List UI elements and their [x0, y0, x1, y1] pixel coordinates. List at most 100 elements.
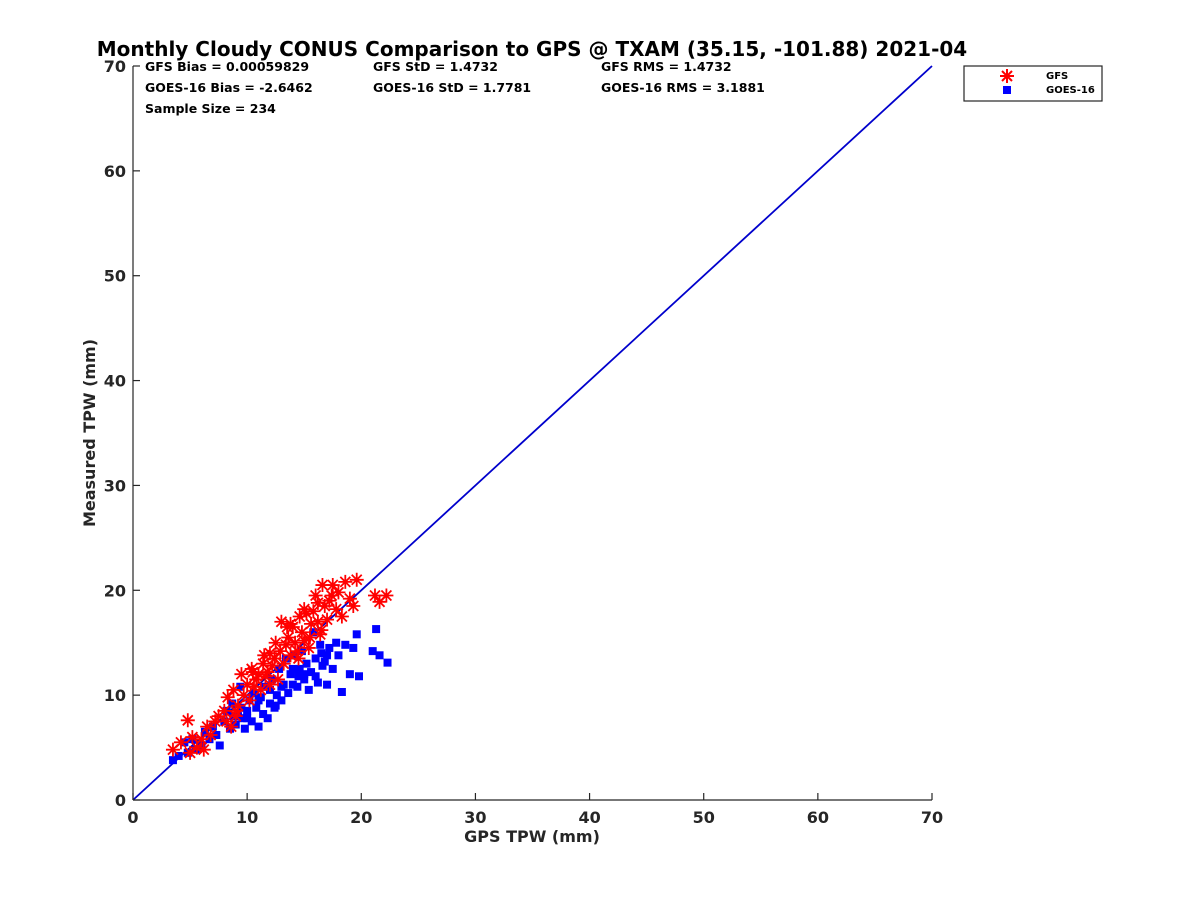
y-tick-label: 60 — [104, 162, 126, 181]
goes16-point — [200, 727, 209, 736]
gfs-point — [292, 609, 307, 624]
goes16-point — [337, 687, 346, 696]
sample-size-text: Sample Size = 234 — [145, 101, 276, 116]
chart-title: Monthly Cloudy CONUS Comparison to GPS @… — [97, 37, 967, 61]
goes16-point — [300, 675, 309, 684]
gfs-point — [183, 745, 198, 760]
goes16-point — [277, 696, 286, 705]
gfs-point — [322, 593, 337, 608]
gfs-point — [236, 688, 251, 703]
goes16-point — [288, 664, 297, 673]
goes16-point — [323, 680, 332, 689]
x-tick-label: 10 — [236, 808, 258, 827]
gfs-point — [313, 627, 328, 642]
gfs-point — [346, 599, 361, 614]
goes16-point — [252, 703, 261, 712]
goes-bias-text: GOES-16 Bias = -2.6462 — [145, 80, 313, 95]
goes16-point — [325, 643, 334, 652]
gfs-point — [260, 665, 275, 680]
gfs-point — [220, 690, 235, 705]
goes16-point — [286, 670, 295, 679]
y-axis-label: Measured TPW (mm) — [80, 339, 99, 527]
goes-rms-text: GOES-16 RMS = 3.1881 — [601, 80, 765, 95]
x-axis-label: GPS TPW (mm) — [464, 827, 600, 846]
gfs-point — [299, 606, 314, 621]
y-tick-label: 40 — [104, 372, 126, 391]
gfs-point — [203, 727, 218, 742]
goes16-point — [349, 643, 358, 652]
gfs-point — [281, 630, 296, 645]
goes16-point — [355, 672, 364, 681]
goes16-point — [205, 735, 214, 744]
x-tick-label: 20 — [350, 808, 372, 827]
goes16-point — [352, 630, 361, 639]
goes16-point — [317, 649, 326, 658]
gfs-point — [208, 714, 223, 729]
goes16-point — [243, 714, 252, 723]
gfs-point — [372, 594, 387, 609]
goes16-point — [288, 680, 297, 689]
gfs-point — [251, 667, 266, 682]
gfs-point — [297, 633, 312, 648]
goes-std-text: GOES-16 StD = 1.7781 — [373, 80, 531, 95]
gfs-point — [242, 693, 257, 708]
gfs-point — [331, 585, 346, 600]
gfs-point — [329, 602, 344, 617]
gfs-point — [244, 661, 259, 676]
gfs-point — [334, 609, 349, 624]
goes16-point — [236, 682, 245, 691]
legend-goes16-marker — [1003, 86, 1011, 94]
gfs-point — [297, 602, 312, 617]
gfs-point — [267, 651, 282, 666]
gfs-std-text: GFS StD = 1.4732 — [373, 59, 498, 74]
goes16-point — [341, 640, 350, 649]
gfs-point — [200, 719, 215, 734]
gfs-point — [349, 572, 364, 587]
goes16-point — [294, 672, 303, 681]
gfs-point — [249, 672, 264, 687]
gfs-point — [245, 665, 260, 680]
gfs-point — [257, 648, 272, 663]
x-tick-label: 60 — [807, 808, 829, 827]
goes16-point — [304, 685, 313, 694]
gfs-point — [274, 614, 289, 629]
gfs-point — [217, 703, 232, 718]
y-tick-label: 0 — [115, 791, 126, 810]
gfs-point — [367, 588, 382, 603]
y-tick-label: 30 — [104, 476, 126, 495]
goes16-point — [271, 701, 280, 710]
gfs-point — [165, 742, 180, 757]
goes16-point — [300, 670, 309, 679]
y-tick-label: 10 — [104, 686, 126, 705]
goes16-point — [168, 756, 177, 765]
gfs-bias-text: GFS Bias = 0.00059829 — [145, 59, 309, 74]
goes16-point — [311, 672, 320, 681]
x-tick-label: 30 — [464, 808, 486, 827]
gfs-point — [320, 612, 335, 627]
legend: GFS GOES-16 — [963, 65, 1103, 102]
goes16-point — [307, 668, 316, 677]
legend-goes16-label: GOES-16 — [1046, 85, 1095, 96]
x-tick-label: 70 — [921, 808, 943, 827]
gfs-point — [294, 625, 309, 640]
goes16-point — [174, 751, 183, 760]
gfs-point — [314, 623, 329, 638]
goes16-point — [295, 664, 304, 673]
gfs-point — [278, 637, 293, 652]
goes16-point — [247, 717, 256, 726]
gfs-point — [276, 656, 291, 671]
goes16-point — [323, 651, 332, 660]
goes16-point — [284, 689, 293, 698]
legend-box — [963, 65, 1103, 102]
gfs-point — [194, 732, 209, 747]
goes16-point — [261, 682, 270, 691]
gfs-point — [310, 595, 325, 610]
goes16-point — [259, 710, 268, 719]
gfs-point — [211, 709, 226, 724]
y-ticks: 0 10 20 30 40 50 60 70 — [104, 57, 140, 810]
gfs-point — [262, 677, 277, 692]
goes16-point — [313, 678, 322, 687]
goes16-point — [293, 682, 302, 691]
gfs-point — [308, 588, 323, 603]
